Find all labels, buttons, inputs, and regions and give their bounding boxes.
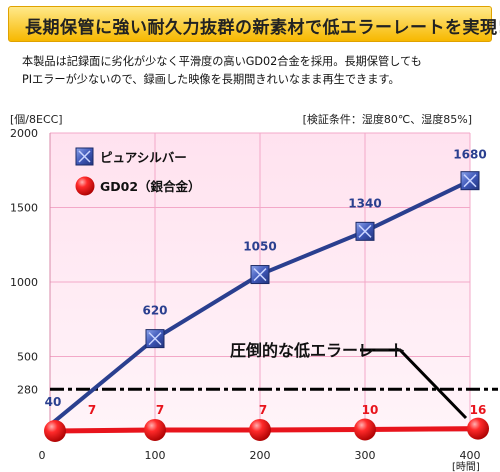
data-label-gd02-4: 16 (470, 403, 487, 417)
marker-shine-b-300 (358, 224, 372, 238)
marker-gd02-200 (249, 418, 271, 441)
legend-label-gd02: GD02（銀合金） (100, 179, 201, 194)
x-tick-label-400: 400 (460, 449, 481, 462)
test-condition-note: [検証条件：湿度80℃、湿度85%] (303, 112, 472, 126)
data-label-pure-silver-0: 40 (45, 395, 62, 409)
description-line-2: PIエラーが少ないので、録画した映像を長期間きれいなまま再生できます。 (22, 73, 400, 86)
data-label-pure-silver-400: 1680 (453, 148, 486, 162)
data-label-gd02-0: 7 (88, 403, 96, 417)
annotation-pointer (360, 348, 468, 420)
headline-banner: 長期保管に強い耐久力抜群の新素材で低エラーレートを実現! (8, 6, 500, 42)
data-label-gd02-2: 7 (259, 403, 267, 417)
x-tick-label-200: 200 (250, 449, 271, 462)
marker-gd02-300 (354, 418, 376, 441)
y-tick-label-1000: 1000 (10, 276, 38, 289)
y-axis-label: [個/8ECC] (10, 113, 63, 126)
data-label-pure-silver-200: 1050 (243, 240, 276, 254)
y-tick-label-2000: 2000 (10, 127, 38, 140)
x-axis-label: [時間] (452, 461, 480, 472)
marker-shine-b-200 (253, 268, 267, 282)
y-tick-label-1500: 1500 (10, 202, 38, 215)
marker-gd02-100 (144, 418, 166, 441)
headline-title: 長期保管に強い耐久力抜群の新素材で低エラーレートを実現! (25, 18, 500, 38)
y-tick-label-500: 500 (17, 351, 38, 364)
data-label-pure-silver-100: 620 (142, 304, 167, 318)
marker-shine-b-100 (148, 332, 162, 346)
legend-swatch-gd02 (75, 176, 95, 196)
legend-label-pure-silver: ピュアシルバー (100, 150, 187, 165)
data-label-pure-silver-300: 1340 (348, 196, 381, 210)
data-label-gd02-1: 7 (156, 403, 164, 417)
data-label-gd02-3: 10 (362, 403, 379, 417)
x-tick-label-0: 0 (39, 449, 46, 462)
annotation-label: 圧倒的な低エラーレート (230, 341, 406, 360)
marker-gd02-0 (44, 420, 66, 442)
x-tick-label-300: 300 (355, 449, 376, 462)
marker-shine-b-400 (463, 174, 477, 188)
y-tick-label-280: 280 (17, 383, 38, 396)
description: 本製品は記録面に劣化が少なく平滑度の高いGD02合金を採用。長期保管しても PI… (22, 53, 492, 89)
legend-swatch-shine-b (78, 150, 91, 163)
marker-gd02-400 (467, 417, 489, 440)
description-line-1: 本製品は記録面に劣化が少なく平滑度の高いGD02合金を採用。長期保管しても (22, 55, 422, 68)
x-tick-label-100: 100 (145, 449, 166, 462)
